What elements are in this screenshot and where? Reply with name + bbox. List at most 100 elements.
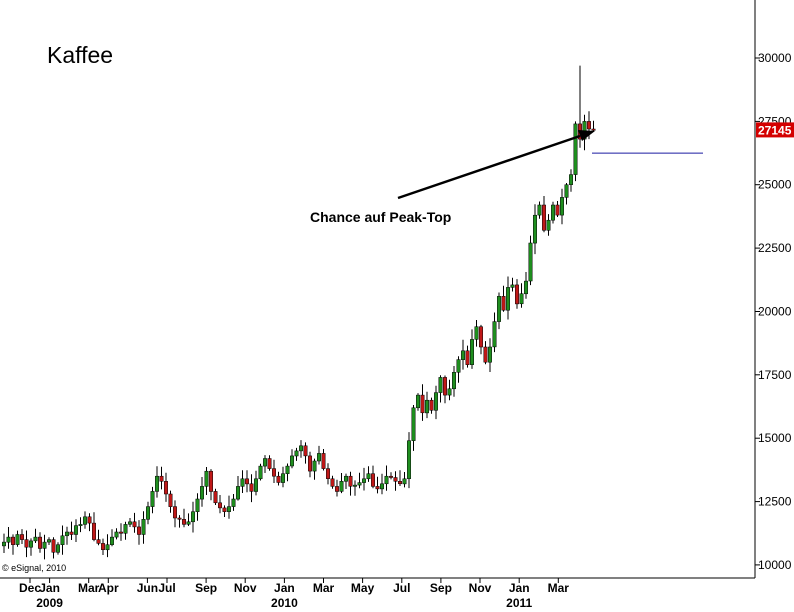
candle	[186, 521, 191, 525]
candle	[456, 359, 461, 373]
candle	[416, 394, 420, 409]
candle	[303, 445, 308, 457]
candle	[542, 204, 546, 231]
candle	[371, 473, 375, 487]
candle	[483, 346, 488, 363]
candle	[20, 534, 24, 540]
candle	[11, 536, 15, 545]
candle	[281, 473, 285, 483]
candle	[447, 388, 452, 396]
candle	[488, 346, 492, 363]
candle	[177, 517, 182, 520]
candle	[326, 468, 330, 479]
candle	[114, 531, 119, 538]
candle	[173, 506, 177, 519]
candle	[101, 543, 105, 550]
x-tick-label: Jan	[39, 581, 60, 595]
candle	[254, 478, 258, 492]
candle	[551, 204, 555, 221]
x-tick-label: Jul	[393, 581, 410, 595]
candle	[308, 455, 312, 472]
x-tick-label: Nov	[234, 581, 257, 595]
candle	[420, 394, 425, 414]
candle	[236, 486, 240, 500]
candle	[56, 544, 60, 553]
candle	[150, 491, 155, 507]
x-year-label: 2010	[271, 596, 298, 610]
candle	[510, 284, 515, 288]
candle	[384, 475, 389, 485]
candle	[155, 475, 159, 492]
candle	[285, 465, 290, 474]
candle	[407, 440, 411, 479]
candle	[231, 498, 236, 507]
candle	[398, 481, 402, 485]
candle	[105, 544, 110, 551]
candle	[258, 465, 263, 480]
candle	[317, 453, 321, 462]
candle	[137, 526, 141, 535]
candle	[438, 377, 443, 393]
candle	[2, 541, 6, 547]
candle	[452, 372, 456, 390]
candle	[65, 531, 69, 537]
candle	[263, 458, 267, 467]
candle	[366, 473, 371, 480]
candle	[200, 486, 204, 500]
candle	[519, 293, 524, 305]
candle	[344, 475, 348, 482]
candle	[564, 184, 569, 198]
candle	[227, 506, 231, 512]
candle	[353, 484, 357, 487]
annotation-arrow	[397, 130, 595, 200]
candle	[330, 478, 335, 487]
candle	[587, 121, 591, 130]
candle	[272, 468, 276, 477]
candle	[213, 491, 218, 504]
copyright-text: © eSignal, 2010	[2, 563, 66, 573]
y-tick-label: 20000	[758, 305, 792, 319]
x-tick-label: Jun	[137, 581, 158, 595]
candle	[182, 519, 186, 525]
candle	[465, 350, 470, 365]
x-tick-label: Mar	[78, 581, 100, 595]
candle	[402, 478, 407, 485]
candle	[335, 486, 339, 492]
x-tick-label: Jan	[509, 581, 530, 595]
candle	[375, 486, 380, 490]
candle	[299, 445, 303, 452]
candle	[240, 478, 245, 487]
x-tick-label: Sep	[430, 581, 452, 595]
candle	[515, 284, 519, 305]
candle	[429, 399, 434, 411]
candle	[339, 481, 344, 492]
candle	[528, 242, 533, 282]
candle	[290, 455, 294, 467]
candle	[132, 521, 137, 528]
chart-title: Kaffee	[47, 42, 113, 68]
candle	[573, 123, 578, 175]
candle	[24, 539, 29, 548]
candle	[60, 535, 65, 545]
candle	[321, 453, 326, 469]
candle	[47, 539, 51, 543]
y-tick-label: 30000	[758, 51, 792, 65]
candle	[393, 477, 398, 482]
candle	[560, 197, 564, 216]
x-year-label: 2011	[506, 596, 532, 610]
candle	[83, 516, 87, 525]
candle	[411, 407, 416, 441]
y-tick-label: 17500	[758, 368, 792, 382]
candle	[92, 522, 96, 540]
candle	[69, 531, 74, 535]
candle	[222, 507, 227, 512]
x-tick-label: Mar	[548, 581, 570, 595]
candle	[195, 498, 200, 512]
y-tick-label: 15000	[758, 431, 792, 445]
x-tick-label: Jul	[158, 581, 175, 595]
candle	[29, 540, 33, 548]
candle	[15, 534, 20, 545]
candle	[506, 287, 510, 311]
candle	[141, 519, 146, 535]
